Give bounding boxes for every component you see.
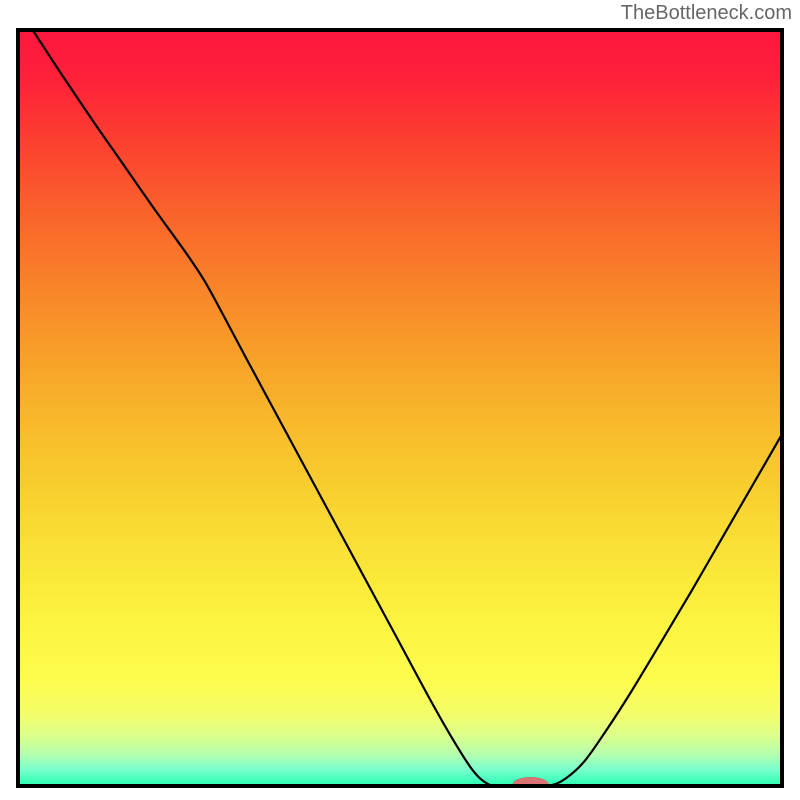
chart-svg xyxy=(16,28,784,788)
chart-container: { "watermark": "TheBottleneck.com", "lay… xyxy=(0,0,800,800)
plot-area xyxy=(16,28,784,788)
gradient-background xyxy=(16,28,784,788)
watermark-text: TheBottleneck.com xyxy=(621,2,792,25)
